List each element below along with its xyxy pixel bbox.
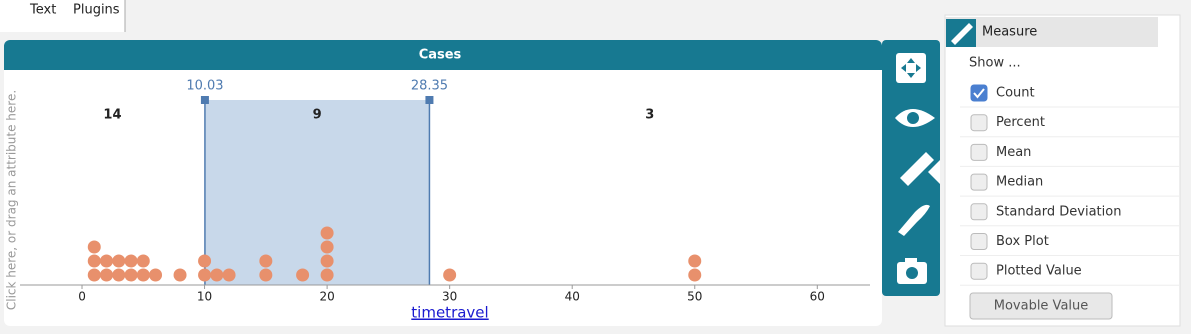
x-tick-label: 0 bbox=[78, 290, 86, 304]
count-label: 9 bbox=[313, 108, 322, 123]
checkmark bbox=[973, 88, 985, 99]
graph-header bbox=[4, 40, 882, 70]
show-label: Show ... bbox=[969, 56, 1021, 71]
dot bbox=[259, 268, 273, 282]
checkbox[interactable] bbox=[970, 233, 988, 250]
option-label: Standard Deviation bbox=[996, 204, 1121, 219]
divider-handle[interactable] bbox=[425, 96, 434, 104]
option-label: Box Plot bbox=[996, 234, 1049, 249]
dot bbox=[320, 240, 334, 254]
camera-top bbox=[905, 258, 917, 264]
measure-title: Measure bbox=[982, 25, 1037, 40]
checkbox[interactable] bbox=[970, 173, 988, 191]
dot bbox=[100, 268, 114, 282]
dot bbox=[136, 254, 150, 268]
option-label: Plotted Value bbox=[996, 264, 1082, 279]
divider-handle[interactable] bbox=[200, 96, 209, 104]
dot bbox=[173, 268, 187, 282]
measure-icon bbox=[951, 23, 973, 45]
dot bbox=[124, 254, 138, 268]
movable-value-button[interactable] bbox=[969, 292, 1113, 320]
count-label: 14 bbox=[103, 108, 121, 123]
option-label: Percent bbox=[996, 115, 1045, 130]
y-axis-prompt[interactable]: Click here, or drag an attribute here. bbox=[5, 90, 19, 310]
divider-region bbox=[204, 100, 430, 285]
x-tick-label: 40 bbox=[565, 290, 580, 304]
x-tick-label: 20 bbox=[319, 290, 334, 304]
dot bbox=[136, 268, 150, 282]
dot bbox=[259, 254, 273, 268]
x-tick-label: 50 bbox=[687, 290, 702, 304]
dot bbox=[112, 268, 126, 282]
dot bbox=[87, 254, 101, 268]
rescale-icon bbox=[901, 58, 921, 78]
dot bbox=[320, 254, 334, 268]
x-tick-label: 30 bbox=[442, 290, 457, 304]
graph-title: Cases bbox=[419, 48, 462, 63]
rescale-button[interactable] bbox=[896, 53, 926, 83]
count-label: 3 bbox=[645, 108, 654, 123]
dot bbox=[210, 268, 224, 282]
checkbox[interactable] bbox=[970, 203, 988, 221]
x-tick-label: 10 bbox=[197, 290, 212, 304]
dot bbox=[443, 268, 457, 282]
brush-button[interactable] bbox=[898, 204, 930, 236]
checkbox[interactable] bbox=[970, 114, 988, 132]
graph-panel: Cases Click here, or drag an attribute h… bbox=[4, 40, 882, 326]
tab[interactable]: Text bbox=[29, 3, 56, 18]
option-label: Median bbox=[996, 175, 1043, 190]
camera-lens bbox=[906, 267, 918, 279]
tab-strip bbox=[0, 0, 125, 32]
eye-pupil bbox=[907, 112, 919, 124]
panel-pointer bbox=[928, 160, 940, 184]
dot bbox=[124, 268, 138, 282]
dot bbox=[87, 240, 101, 254]
toolbar-icons bbox=[895, 53, 940, 284]
dot bbox=[198, 268, 212, 282]
option-label: Mean bbox=[996, 145, 1031, 160]
x-tick-label: 60 bbox=[810, 290, 825, 304]
dot bbox=[688, 268, 702, 282]
divider-label: 10.03 bbox=[186, 79, 223, 94]
checkbox[interactable] bbox=[970, 262, 988, 280]
dot bbox=[87, 268, 101, 282]
dot bbox=[222, 268, 236, 282]
divider-label: 28.35 bbox=[411, 79, 448, 94]
x-axis-label[interactable]: timetravel bbox=[411, 304, 488, 322]
ruler-button[interactable] bbox=[900, 152, 934, 186]
tab[interactable]: Plugins bbox=[73, 3, 120, 18]
dot bbox=[198, 254, 212, 268]
dot bbox=[296, 268, 310, 282]
dot bbox=[688, 254, 702, 268]
dot bbox=[149, 268, 163, 282]
option-label: Count bbox=[996, 86, 1035, 101]
checkbox[interactable] bbox=[970, 84, 988, 102]
checkbox[interactable] bbox=[970, 143, 988, 161]
dot bbox=[100, 254, 114, 268]
movable-value-label: Movable Value bbox=[994, 299, 1089, 314]
dot bbox=[112, 254, 126, 268]
measure-header bbox=[945, 17, 1158, 47]
dot bbox=[320, 226, 334, 240]
dot bbox=[320, 268, 334, 282]
